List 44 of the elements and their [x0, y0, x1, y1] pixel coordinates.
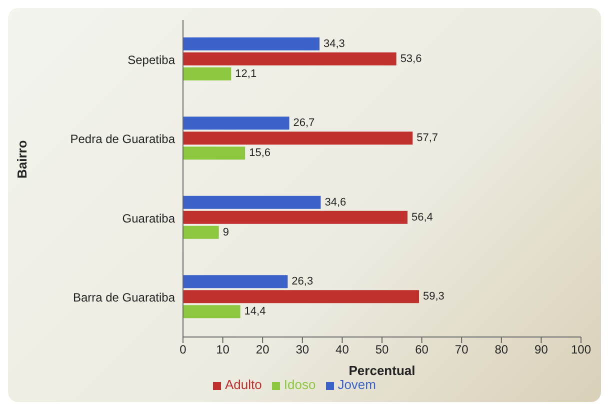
- x-axis-title: Percentual: [348, 363, 416, 378]
- data-label: 56,4: [411, 211, 433, 224]
- legend-label: Jovem: [338, 377, 376, 392]
- y-tick-label: Sepetiba: [128, 52, 176, 67]
- legend-label: Idoso: [284, 377, 316, 392]
- data-label: 14,4: [244, 306, 266, 318]
- x-tick-label: 30: [296, 342, 310, 357]
- x-tick-label: 10: [216, 342, 230, 357]
- bar: [183, 116, 290, 130]
- data-label: 59,3: [423, 290, 444, 303]
- bar: [183, 146, 246, 160]
- bar: [183, 275, 288, 288]
- data-label: 34,6: [324, 196, 346, 208]
- data-label: 53,6: [400, 52, 422, 65]
- bar: [183, 37, 320, 50]
- bar: [183, 52, 396, 66]
- x-tick-label: 50: [375, 342, 389, 357]
- data-label: 15,6: [249, 147, 271, 160]
- x-tick-label: 40: [336, 342, 350, 357]
- legend-label: Adulto: [225, 377, 262, 392]
- bar: [183, 67, 232, 80]
- data-label: 26,3: [292, 276, 314, 288]
- y-tick-label: Barra de Guaratiba: [72, 290, 176, 305]
- data-label: 57,7: [416, 132, 438, 144]
- x-tick-label: 60: [415, 342, 429, 357]
- y-tick-label: Pedra de Guaratiba: [70, 132, 176, 146]
- data-label: 9: [222, 226, 229, 238]
- y-axis-title: Bairro: [14, 140, 30, 178]
- x-tick-label: 80: [494, 342, 508, 357]
- bar: [183, 210, 408, 224]
- x-tick-label: 20: [256, 342, 270, 357]
- y-tick-label: Guaratiba: [122, 211, 176, 226]
- bar: [183, 132, 413, 145]
- x-tick-label: 90: [534, 342, 548, 357]
- x-tick-label: 70: [454, 342, 469, 357]
- data-label: 34,3: [324, 38, 345, 50]
- x-tick-label: 100: [570, 342, 592, 357]
- bar: [183, 290, 420, 304]
- data-label: 12,1: [235, 68, 257, 80]
- data-label: 26,7: [293, 117, 315, 130]
- x-tick-label: 0: [180, 342, 187, 357]
- bar: [183, 305, 240, 318]
- bar: [183, 226, 219, 239]
- bar: [183, 196, 321, 209]
